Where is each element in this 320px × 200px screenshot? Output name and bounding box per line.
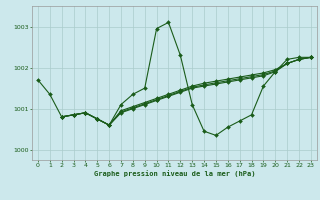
X-axis label: Graphe pression niveau de la mer (hPa): Graphe pression niveau de la mer (hPa) — [94, 170, 255, 177]
